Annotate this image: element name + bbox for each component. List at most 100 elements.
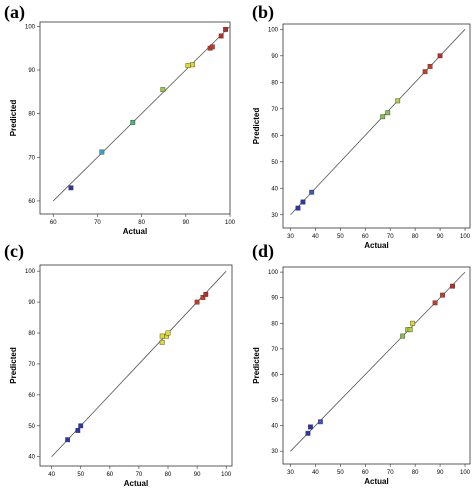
x-axis-title-a: Actual (123, 227, 147, 236)
x-tick-label-b: 40 (312, 234, 319, 240)
y-tick-label-b: 30 (271, 213, 278, 219)
data-point-c (65, 437, 71, 443)
data-point-b (427, 63, 433, 69)
data-point-a (209, 44, 215, 50)
panel-label-c: (c) (4, 241, 24, 262)
x-tick-label-d: 40 (312, 470, 319, 476)
x-ticks-c: 40 50 60 70 80 90 100 (48, 466, 232, 478)
y-tick-label-c: 90 (28, 300, 35, 306)
x-tick-label-b: 80 (412, 234, 419, 240)
data-point-b (380, 114, 386, 120)
x-tick-label-b: 30 (287, 234, 294, 240)
x-tick-label-a: 90 (182, 220, 189, 226)
data-point-b (300, 199, 306, 205)
x-tick-label-a: 70 (94, 220, 101, 226)
data-points-d (305, 283, 455, 436)
y-ticks-c: 40 50 60 70 80 90 100 (25, 269, 40, 461)
x-tick-label-b: 90 (437, 234, 444, 240)
y-tick-label-b: 60 (271, 133, 278, 139)
data-point-d (318, 419, 323, 425)
x-tick-label-d: 30 (287, 470, 294, 476)
data-point-c (75, 428, 81, 433)
y-tick-label-a: 80 (28, 112, 35, 118)
plot-frame-d (282, 266, 471, 465)
x-tick-label-c: 60 (106, 472, 113, 478)
x-tick-label-d: 80 (412, 470, 419, 476)
y-tick-label-d: 60 (271, 372, 278, 378)
data-points-b (295, 53, 443, 211)
x-tick-label-a: 80 (138, 220, 145, 226)
reference-line-a (52, 26, 231, 202)
panel-label-d: (d) (252, 241, 274, 262)
y-tick-label-b: 80 (271, 80, 278, 86)
data-point-b (385, 110, 391, 116)
y-tick-label-d: 90 (271, 296, 278, 302)
x-tick-label-d: 90 (437, 470, 444, 476)
data-point-a (185, 63, 191, 69)
data-points-a (68, 27, 228, 191)
data-point-a (68, 185, 74, 191)
x-tick-label-c: 40 (48, 472, 55, 478)
data-point-d (410, 320, 416, 326)
panel-a: (a) 60 70 80 90 100 60 70 80 90 100 Actual Predi… (4, 2, 236, 236)
data-point-b (422, 69, 428, 75)
y-tick-label-a: 70 (28, 155, 35, 161)
y-tick-label-d: 50 (271, 398, 278, 404)
y-tick-label-c: 50 (28, 424, 35, 430)
x-tick-label-b: 100 (460, 234, 471, 240)
data-point-c (159, 333, 165, 339)
data-points-c (65, 291, 209, 443)
y-tick-label-b: 70 (271, 107, 278, 113)
x-tick-label-c: 50 (77, 472, 84, 478)
y-tick-label-d: 40 (271, 424, 278, 430)
x-tick-label-c: 80 (165, 472, 172, 478)
y-ticks-b: 30 40 50 60 70 80 90 100 (268, 27, 283, 219)
data-point-c (203, 291, 209, 297)
y-axis-title-b: Predicted (252, 108, 261, 145)
panel-b: (b) 30 40 50 60 70 80 90 100 30405060708090100 … (252, 2, 471, 250)
x-axis-title-c: Actual (124, 479, 148, 488)
y-axis-title-a: Predicted (9, 100, 18, 137)
y-ticks-d: 30 40 50 60 70 80 90 100 (268, 270, 283, 455)
data-point-d (308, 424, 313, 430)
y-axis-title-c: Predicted (9, 347, 18, 384)
x-tick-label-d: 60 (362, 470, 369, 476)
x-ticks-a: 60 70 80 90 100 (50, 214, 236, 226)
x-tick-label-b: 70 (387, 234, 394, 240)
data-point-a (218, 33, 224, 39)
data-point-b (395, 98, 401, 104)
data-point-d (407, 327, 413, 333)
x-tick-label-d: 50 (337, 470, 344, 476)
y-tick-label-d: 70 (271, 347, 278, 353)
y-ticks-a: 60 70 80 90 100 (25, 24, 40, 205)
x-tick-label-c: 90 (194, 472, 201, 478)
data-point-c (194, 299, 200, 305)
y-tick-label-d: 100 (268, 270, 279, 276)
y-tick-label-c: 60 (28, 393, 35, 399)
y-tick-label-c: 70 (28, 362, 35, 368)
panel-c: (c) 40 50 60 70 80 90 100 40 50 60 70 80 90 100 Actu… (4, 241, 233, 488)
y-tick-label-c: 40 (28, 455, 35, 461)
x-ticks-d: 30 40 50 60 70 80 90 100 (287, 464, 471, 476)
plot-frame-a (39, 21, 231, 215)
data-point-a (223, 27, 228, 32)
data-point-d (400, 333, 406, 339)
y-tick-label-b: 40 (271, 186, 278, 192)
data-point-d (305, 430, 311, 436)
x-tick-label-c: 70 (136, 472, 143, 478)
data-point-d (432, 300, 438, 306)
panel-label-b: (b) (252, 2, 274, 23)
data-point-b (295, 205, 301, 211)
y-tick-label-b: 90 (271, 54, 278, 60)
data-point-c (78, 423, 84, 429)
panel-d: (d) 30 40 50 60 70 80 90 100 30405060708090100 … (252, 241, 471, 486)
data-point-a (190, 62, 195, 68)
y-tick-label-c: 100 (25, 269, 36, 275)
y-axis-title-d: Predicted (252, 347, 261, 384)
y-tick-label-a: 90 (28, 68, 35, 74)
panel-label-a: (a) (4, 2, 25, 23)
x-tick-label-d: 100 (460, 470, 471, 476)
x-tick-label-b: 50 (337, 234, 344, 240)
data-point-c (165, 330, 171, 336)
